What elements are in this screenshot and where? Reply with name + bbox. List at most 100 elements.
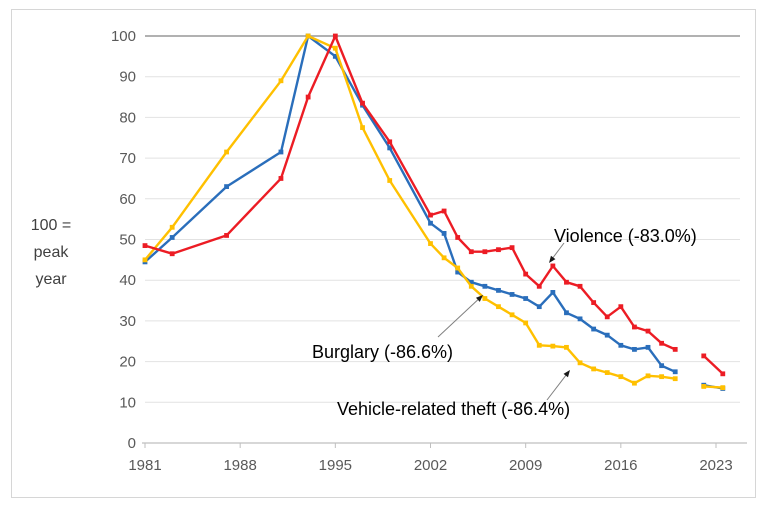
y-axis-note: 100 = peak year (30, 217, 72, 288)
series-vehicle-marker (536, 342, 542, 348)
series-burglary-marker (577, 316, 583, 322)
x-tick-label: 2023 (699, 457, 732, 474)
x-tick-label: 2009 (509, 457, 542, 474)
series-violence-marker (720, 371, 726, 377)
series-burglary-marker (496, 287, 501, 293)
series-violence-marker (169, 251, 175, 257)
series-vehicle-marker (496, 304, 501, 310)
violence-arrow-line (551, 242, 565, 260)
series-vehicle-marker (564, 344, 569, 350)
x-tick-label: 2002 (414, 457, 447, 474)
series-vehicle-marker (169, 224, 175, 230)
series-burglary-marker (468, 279, 474, 285)
burglary-arrow-line (437, 298, 480, 338)
series-vehicle-marker (332, 45, 338, 51)
series-burglary-marker (645, 344, 651, 350)
series-burglary-marker (441, 230, 447, 236)
series-vehicle-marker (468, 283, 474, 289)
x-tick-label: 2016 (604, 457, 637, 474)
series-burglary-marker (659, 363, 665, 369)
burglary-arrow-head (475, 295, 483, 302)
series-violence-marker (645, 328, 651, 334)
series-violence-marker (496, 247, 501, 253)
series-burglary-marker (387, 145, 393, 151)
series-vehicle-marker (509, 312, 515, 318)
series-violence-marker (550, 263, 556, 269)
series-vehicle-marker (618, 374, 624, 380)
series-burglary-marker (632, 346, 637, 352)
series-violence-line (144, 34, 724, 375)
series-vehicle-marker (441, 255, 447, 261)
series-burglary-marker (564, 310, 569, 316)
series-burglary-marker (672, 369, 678, 375)
series-violence-marker (701, 353, 707, 359)
series-violence-marker (468, 249, 474, 255)
series-burglary-marker (278, 149, 284, 155)
annotation-burglary: Burglary (-86.6%) (312, 342, 454, 362)
y-tick-label: 90 (119, 69, 136, 86)
series-vehicle-marker (482, 296, 488, 301)
series-vehicle-marker (278, 78, 284, 84)
series-vehicle-marker (224, 149, 229, 155)
series-violence-marker (224, 233, 229, 238)
series-violence-marker (659, 340, 665, 346)
series-burglary-marker (428, 220, 433, 226)
series-violence-marker (387, 139, 393, 145)
series-violence-marker (305, 94, 311, 100)
figure-border (11, 9, 756, 498)
series-violence-marker (455, 235, 461, 240)
vehicle-arrow-line (546, 373, 568, 401)
series-vehicle-marker (305, 33, 311, 39)
series-vehicle-marker (360, 125, 365, 130)
series-vehicle-marker (387, 178, 393, 183)
series-vehicle-marker (577, 360, 583, 366)
y-tick-label: 10 (119, 394, 136, 411)
series-violence-marker (509, 245, 515, 251)
y-tick-label: 0 (128, 435, 136, 452)
series-vehicle-marker (632, 380, 637, 386)
series-violence-marker (428, 212, 433, 218)
series-burglary-marker (591, 326, 597, 332)
series-violence-marker (482, 249, 488, 255)
series-violence-marker (360, 100, 365, 106)
x-tick-label: 1988 (223, 457, 256, 474)
series-violence-marker (278, 176, 284, 181)
series-burglary-marker (455, 269, 461, 275)
series-violence-marker (523, 271, 529, 277)
series-vehicle-marker (428, 241, 433, 246)
series-burglary-marker (169, 235, 175, 240)
series-vehicle-marker (455, 265, 461, 271)
series-vehicle-marker (701, 384, 707, 389)
series-burglary-marker (224, 184, 229, 189)
series-violence-marker (564, 279, 569, 285)
series-violence-marker (591, 300, 597, 305)
series-burglary-marker (332, 53, 338, 59)
y-tick-label: 60 (119, 191, 136, 208)
y-tick-label: 40 (119, 272, 136, 289)
y-tick-label: 30 (119, 313, 136, 330)
series-violence-marker (604, 314, 610, 320)
vehicle-arrow-head (563, 370, 570, 378)
series-burglary-marker (523, 296, 529, 301)
x-tick-label: 1981 (128, 457, 161, 474)
y-tick-label: 70 (119, 150, 136, 167)
series-burglary-marker (536, 304, 542, 310)
series-vehicle-marker (604, 370, 610, 375)
series-violence-marker (536, 283, 542, 289)
series-burglary-marker (482, 283, 488, 289)
annotation-violence: Violence (-83.0%) (554, 226, 697, 246)
series-burglary-marker (604, 332, 610, 338)
series-vehicle-marker (142, 257, 148, 263)
y-tick-label: 80 (119, 109, 136, 126)
series-burglary-marker (509, 292, 515, 297)
series-burglary-line (144, 34, 724, 390)
y-tick-label: 50 (119, 232, 136, 249)
series-vehicle-marker (591, 366, 597, 372)
series-vehicle-line (144, 34, 723, 389)
series-violence-marker (672, 346, 678, 352)
x-tick-label: 1995 (319, 457, 352, 474)
series-vehicle-marker (659, 374, 665, 380)
series-vehicle-marker (720, 385, 726, 391)
